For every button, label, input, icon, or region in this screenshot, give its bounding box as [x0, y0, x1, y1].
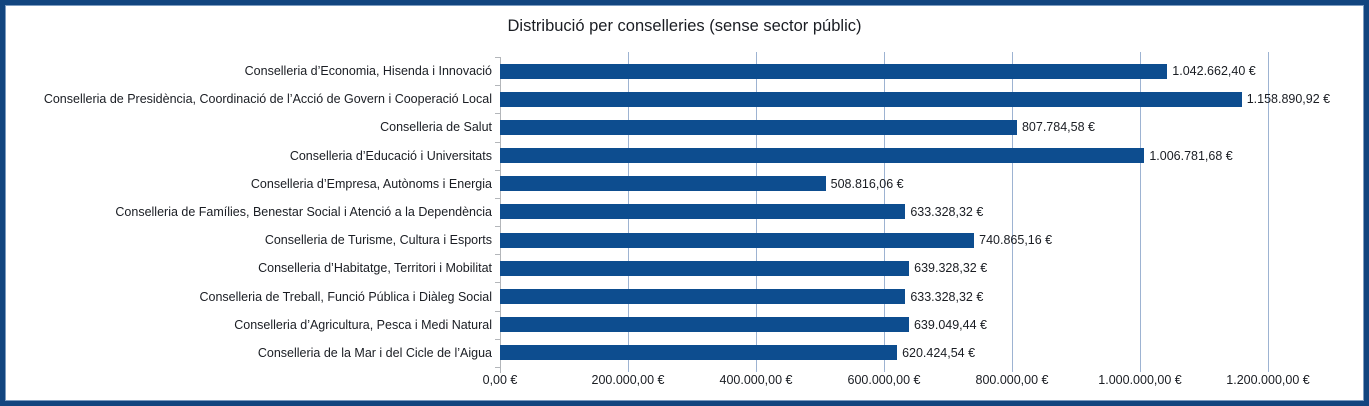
- bar: [500, 119, 1017, 135]
- bar-row: Conselleria d’Agricultura, Pesca i Medi …: [5, 311, 1364, 339]
- category-label: Conselleria de Famílies, Benestar Social…: [115, 204, 492, 219]
- category-label: Conselleria de la Mar i del Cicle de l’A…: [257, 345, 492, 360]
- category-label: Conselleria d’Agricultura, Pesca i Medi …: [234, 317, 492, 332]
- x-axis-tick-label: 1.200.000,00 €: [1226, 373, 1310, 387]
- value-label: 1.158.890,92 €: [1246, 92, 1331, 107]
- value-label: 639.049,44 €: [913, 317, 987, 332]
- bar: [500, 317, 909, 333]
- x-axis-tick-label: 800.000,00 €: [975, 373, 1049, 387]
- value-label: 620.424,54 €: [902, 345, 976, 360]
- bar-row: Conselleria d’Educació i Universitats 1.0…: [5, 142, 1364, 170]
- category-label: Conselleria d’Educació i Universitats: [289, 148, 492, 163]
- bar-rows: Conselleria d’Economia, Hisenda i Innova…: [5, 57, 1364, 367]
- bar-row: Conselleria de Treball, Funció Pública i…: [5, 282, 1364, 310]
- value-label: 1.006.781,68 €: [1149, 148, 1233, 163]
- x-axis-tick-label: 1.000.000,00 €: [1098, 373, 1182, 387]
- category-label: Conselleria d’Economia, Hisenda i Innova…: [244, 64, 492, 79]
- category-axis-tick: [495, 367, 500, 368]
- value-label: 633.328,32 €: [910, 204, 984, 219]
- category-label: Conselleria de Turisme, Cultura i Esport…: [264, 233, 492, 248]
- value-label: 508.816,06 €: [830, 176, 904, 191]
- category-label: Conselleria d’Habitatge, Territori i Mob…: [258, 261, 492, 276]
- bar: [500, 345, 898, 361]
- category-label: Conselleria de Salut: [380, 120, 492, 135]
- bar-row: Conselleria de Famílies, Benestar Social…: [5, 198, 1364, 226]
- category-label: Conselleria de Treball, Funció Pública i…: [199, 289, 492, 304]
- x-axis-tick-label: 0,00 €: [482, 373, 518, 387]
- bar: [500, 232, 975, 248]
- bar-row: Conselleria d’Habitatge, Territori i Mob…: [5, 254, 1364, 282]
- value-label: 807.784,58 €: [1021, 120, 1095, 135]
- bar: [500, 63, 1168, 79]
- bar: [500, 91, 1242, 107]
- bar-row: Conselleria d’Economia, Hisenda i Innova…: [5, 57, 1364, 85]
- category-label: Conselleria de Presidència, Coordinació …: [43, 92, 492, 107]
- value-label: 639.328,32 €: [914, 261, 988, 276]
- bar-row: Conselleria de la Mar i del Cicle de l’A…: [5, 339, 1364, 367]
- value-label: 633.328,32 €: [910, 289, 984, 304]
- x-axis-tick-label: 200.000,00 €: [591, 373, 665, 387]
- value-label: 740.865,16 €: [979, 233, 1053, 248]
- x-axis-tick-label: 600.000,00 €: [847, 373, 921, 387]
- bar-row: Conselleria de Presidència, Coordinació …: [5, 85, 1364, 113]
- bar-row: Conselleria de Salut 807.784,58 €: [5, 113, 1364, 141]
- bar: [500, 148, 1145, 164]
- bar: [500, 260, 910, 276]
- category-label: Conselleria d’Empresa, Autònoms i Energi…: [250, 176, 492, 191]
- x-axis-tick-labels: 0,00 € 200.000,00 € 400.000,00 € 600.000,00…: [483, 373, 1310, 393]
- chart-canvas: Distribució per conselleries (sense sect…: [5, 5, 1364, 401]
- bar: [500, 289, 906, 305]
- chart-title: Distribució per conselleries (sense sect…: [507, 17, 862, 35]
- bar: [500, 176, 826, 192]
- x-axis-tick-label: 400.000,00 €: [719, 373, 793, 387]
- bar-row: Conselleria d’Empresa, Autònoms i Energi…: [5, 170, 1364, 198]
- value-label: 1.042.662,40 €: [1172, 64, 1256, 79]
- bar: [500, 204, 906, 220]
- bar-row: Conselleria de Turisme, Cultura i Esport…: [5, 226, 1364, 254]
